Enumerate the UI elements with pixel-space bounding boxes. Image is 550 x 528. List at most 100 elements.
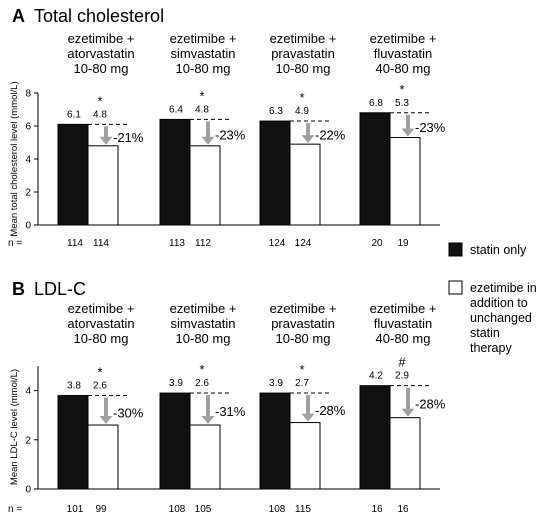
bar-ezetimibe-added: [189, 145, 221, 226]
panel-total-cholesterol: A Total cholesterol Mean total cholesterol…: [8, 6, 446, 249]
group-dose-label: 10-80 mg: [276, 61, 331, 76]
panel-ldl-c: B LDL-C Mean LDL-C level (mmol/L) 0 2 4 n = eze…: [8, 279, 446, 515]
bar-ezetimibe-added: [289, 143, 321, 226]
value-label-statin: 6.4: [169, 104, 183, 115]
group-dose-label: 10-80 mg: [74, 61, 129, 76]
bar-ezetimibe-added: [87, 424, 119, 490]
percent-change-label: -23%: [215, 128, 246, 143]
value-label-statin: 6.8: [369, 98, 383, 109]
n-value-statin: 101: [67, 504, 84, 515]
group-dose-label: 10-80 mg: [276, 331, 331, 346]
legend-ezetimibe-swatch: [448, 280, 463, 295]
group-drug-label: ezetimibe +: [68, 31, 135, 46]
reduction-arrow-head: [99, 136, 113, 145]
group-dose-label: 40-80 mg: [376, 61, 431, 76]
significance-marker: #: [398, 355, 406, 370]
percent-change-label: -28%: [315, 403, 346, 418]
value-label-ezetimibe: 4.9: [295, 106, 309, 117]
n-value-ezetimibe: 112: [195, 238, 211, 249]
panel-letter: B: [12, 279, 25, 299]
value-label-statin: 4.2: [369, 371, 383, 382]
group-drug-label: ezetimibe +: [370, 301, 437, 316]
n-value-statin: 108: [269, 504, 286, 515]
y-axis-label: Mean total cholesterol level (mmol/L): [9, 81, 20, 236]
percent-change-label: -22%: [315, 128, 346, 143]
y-tick-label: 2: [25, 188, 31, 199]
n-value-ezetimibe: 16: [397, 504, 409, 515]
group-drug-label: ezetimibe +: [68, 301, 135, 316]
y-tick-label: 4: [25, 155, 31, 166]
n-value-statin: 124: [269, 238, 286, 249]
group-statin-label: simvastatin: [170, 46, 235, 61]
group-drug-label: ezetimibe +: [270, 31, 337, 46]
n-value-statin: 20: [371, 238, 383, 249]
panel-title: LDL-C: [34, 279, 86, 299]
bar-statin-only: [159, 392, 191, 490]
significance-marker: *: [199, 88, 204, 103]
value-label-ezetimibe: 2.6: [195, 378, 209, 389]
n-value-statin: 16: [371, 504, 383, 515]
group-drug-label: ezetimibe +: [170, 31, 237, 46]
group-statin-label: atorvastatin: [67, 46, 134, 61]
legend: statin only ezetimibe in addition to uncha…: [448, 242, 537, 355]
percent-change-label: -21%: [113, 130, 144, 145]
y-tick-label: 2: [25, 435, 31, 446]
bar-statin-only: [57, 123, 89, 226]
significance-marker: *: [399, 82, 404, 97]
reduction-arrow-head: [301, 413, 315, 422]
reduction-arrow-head: [201, 136, 215, 145]
group-statin-label: atorvastatin: [67, 316, 134, 331]
group-statin-label: pravastatin: [271, 316, 335, 331]
bar-statin-only: [359, 385, 391, 490]
bar-statin-only: [359, 112, 391, 226]
group-dose-label: 10-80 mg: [176, 61, 231, 76]
group-dose-label: 10-80 mg: [74, 331, 129, 346]
bar-statin-only: [159, 118, 191, 226]
n-value-ezetimibe: 99: [95, 504, 107, 515]
group-statin-label: fluvastatin: [374, 46, 433, 61]
percent-change-label: -31%: [215, 404, 246, 419]
n-value-ezetimibe: 105: [195, 504, 212, 515]
group-drug-label: ezetimibe +: [370, 31, 437, 46]
legend-statin-label: statin only: [470, 243, 527, 257]
group-statin-label: fluvastatin: [374, 316, 433, 331]
group-dose-label: 10-80 mg: [176, 331, 231, 346]
y-tick-label: 0: [25, 221, 31, 232]
value-label-ezetimibe: 5.3: [395, 98, 409, 109]
n-value-ezetimibe: 124: [295, 238, 312, 249]
n-value-statin: 113: [169, 238, 185, 249]
panel-title: Total cholesterol: [34, 6, 164, 26]
n-label: n =: [8, 504, 22, 515]
bar-ezetimibe-added: [189, 424, 221, 490]
value-label-statin: 6.3: [269, 106, 283, 117]
value-label-ezetimibe: 2.7: [295, 378, 309, 389]
bar-ezetimibe-added: [389, 137, 421, 226]
n-value-statin: 108: [169, 504, 186, 515]
reduction-arrow-head: [201, 416, 215, 425]
value-label-ezetimibe: 2.6: [93, 381, 107, 392]
group-dose-label: 40-80 mg: [376, 331, 431, 346]
reduction-arrow-head: [401, 408, 415, 417]
significance-marker: *: [299, 362, 304, 377]
value-label-statin: 3.8: [67, 381, 81, 392]
group-drug-label: ezetimibe +: [270, 301, 337, 316]
significance-marker: *: [299, 90, 304, 105]
n-label: n =: [8, 238, 22, 249]
legend-statin-swatch: [448, 242, 463, 257]
y-tick-label: 8: [25, 89, 31, 100]
bar-ezetimibe-added: [289, 422, 321, 490]
panel-letter: A: [12, 6, 25, 26]
value-label-statin: 3.9: [269, 378, 283, 389]
y-tick-label: 6: [25, 122, 31, 133]
bar-statin-only: [259, 120, 291, 226]
value-label-statin: 6.1: [67, 109, 81, 120]
n-value-ezetimibe: 19: [397, 238, 409, 249]
value-label-ezetimibe: 2.9: [395, 371, 409, 382]
value-label-ezetimibe: 4.8: [93, 109, 107, 120]
group-statin-label: pravastatin: [271, 46, 335, 61]
bar-ezetimibe-added: [87, 145, 119, 226]
bar-statin-only: [57, 395, 89, 490]
y-tick-label: 0: [25, 485, 31, 496]
percent-change-label: -23%: [415, 120, 446, 135]
